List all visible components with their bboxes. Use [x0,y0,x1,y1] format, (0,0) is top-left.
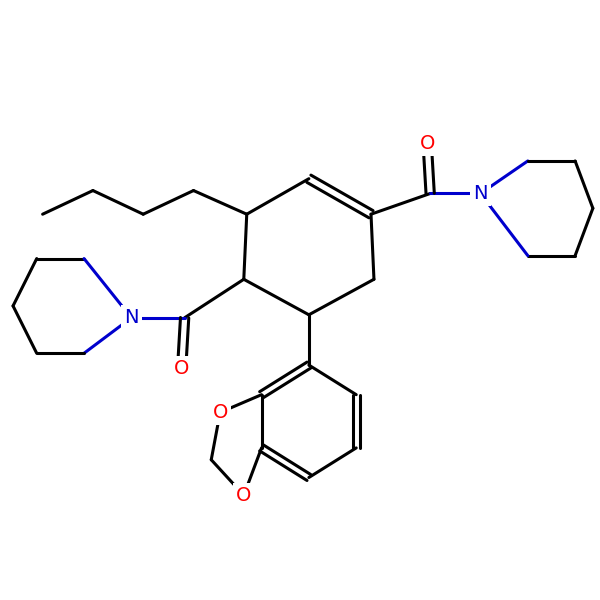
Text: O: O [212,403,228,422]
Text: O: O [174,359,190,377]
Text: N: N [473,184,488,203]
Text: O: O [236,486,251,505]
Text: N: N [124,308,139,327]
Text: O: O [419,134,435,153]
